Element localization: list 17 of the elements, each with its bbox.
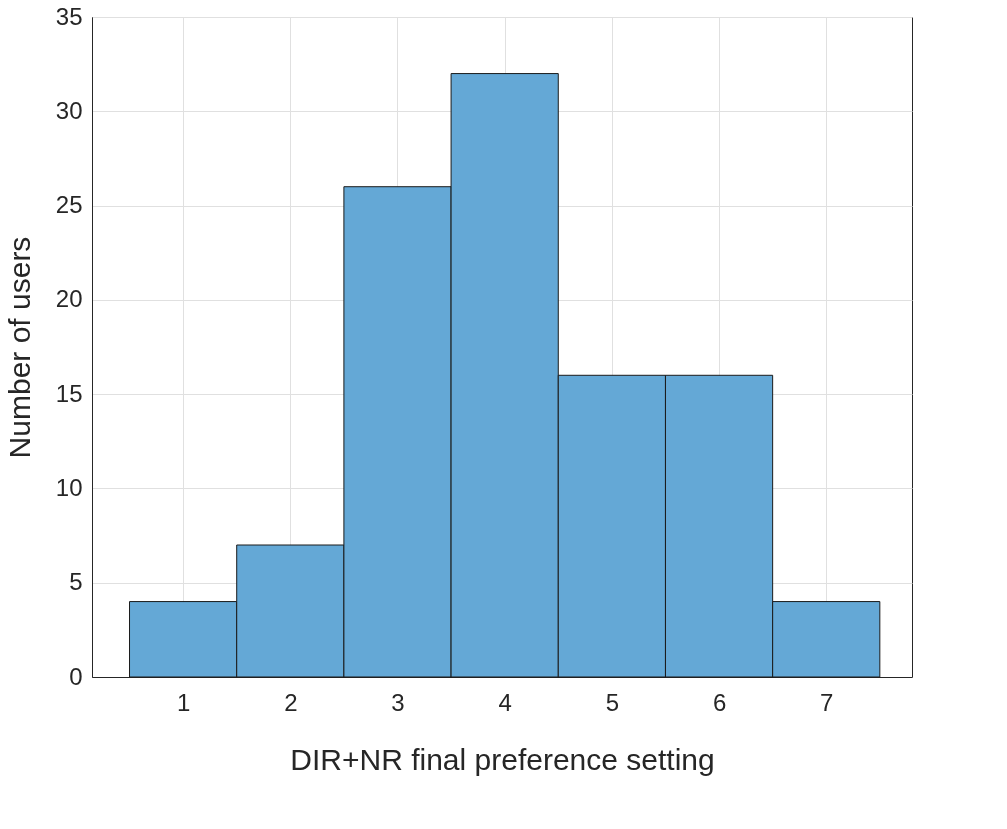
y-tick-label: 35 bbox=[55, 2, 83, 30]
y-tick-label: 25 bbox=[55, 191, 83, 219]
x-tick-label: 3 bbox=[391, 688, 405, 716]
y-tick-label: 30 bbox=[55, 96, 83, 124]
x-tick-label: 6 bbox=[712, 688, 727, 716]
y-tick-label: 5 bbox=[69, 568, 83, 596]
x-tick-label: 4 bbox=[498, 688, 512, 716]
y-axis-title: Number of users bbox=[2, 236, 36, 459]
x-tick-label: 7 bbox=[820, 688, 834, 716]
y-tick-label: 0 bbox=[69, 662, 83, 690]
x-tick-label: 5 bbox=[605, 688, 620, 716]
x-tick-label: 2 bbox=[284, 688, 298, 716]
y-tick-label: 20 bbox=[55, 285, 83, 313]
y-tick-label: 10 bbox=[55, 473, 83, 501]
x-tick-label: 1 bbox=[176, 688, 191, 716]
x-axis-title: DIR+NR final preference setting bbox=[290, 742, 715, 776]
y-tick-label: 15 bbox=[55, 379, 83, 407]
